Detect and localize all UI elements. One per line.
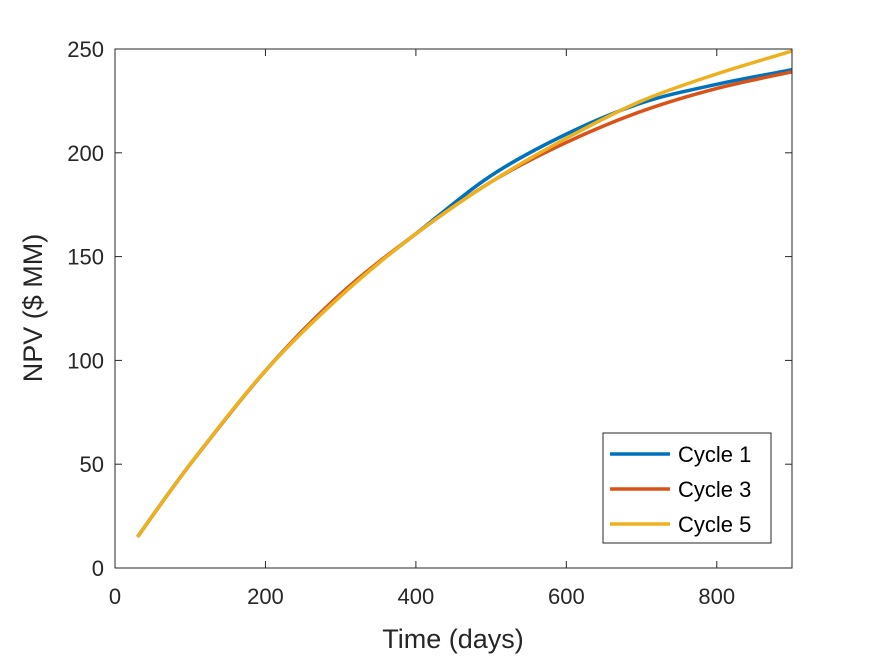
- x-axis-label: Time (days): [382, 624, 524, 654]
- tick-layer: 0 200 400 600 800 0 50 100 150 200 250: [67, 37, 792, 609]
- y-tick-label: 200: [67, 141, 104, 166]
- x-tick-label: 600: [548, 584, 585, 609]
- legend-label-1: Cycle 1: [678, 442, 751, 467]
- y-tick-label: 50: [80, 452, 104, 477]
- y-tick-label: 250: [67, 37, 104, 62]
- legend: Cycle 1 Cycle 3 Cycle 5: [602, 432, 772, 544]
- y-axis-label: NPV ($ MM): [18, 234, 48, 383]
- x-tick-label: 800: [698, 584, 735, 609]
- plot-frame: [114, 48, 793, 569]
- y-tick-label: 100: [67, 348, 104, 373]
- legend-label-2: Cycle 3: [678, 477, 751, 502]
- series-layer: [136, 49, 793, 538]
- legend-label-3: Cycle 5: [678, 512, 751, 537]
- x-tick-label: 0: [109, 584, 121, 609]
- series-line-3: [136, 49, 793, 538]
- x-tick-label: 200: [247, 584, 284, 609]
- y-tick-label: 150: [67, 245, 104, 270]
- y-tick-label: 0: [92, 556, 104, 581]
- x-tick-label: 400: [398, 584, 435, 609]
